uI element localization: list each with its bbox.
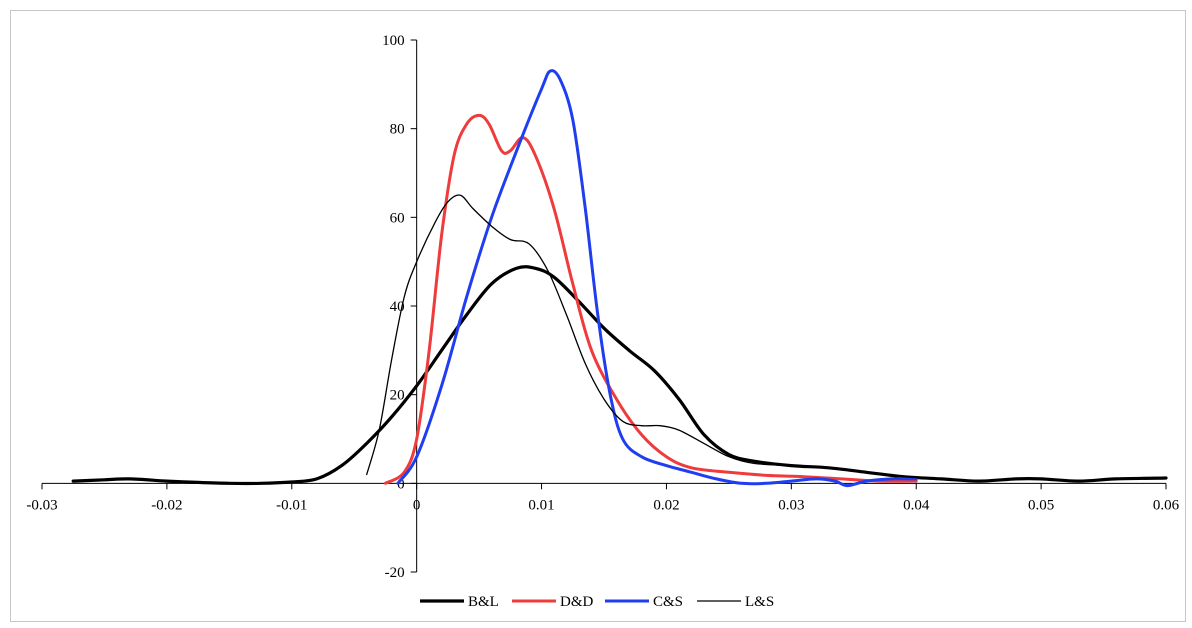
series-line-cs (396, 69, 918, 488)
legend-label-bl: B&L (468, 594, 499, 610)
series-line-bl (71, 265, 1168, 486)
x-tick-label: 0.04 (903, 497, 930, 513)
x-tick-label: 0.03 (778, 497, 804, 513)
x-tick-label: -0.03 (26, 497, 57, 513)
y-tick-label: 0 (397, 476, 405, 492)
y-tick-label: -20 (385, 565, 405, 581)
legend-label-dd: D&D (560, 594, 594, 610)
y-tick-label: 100 (382, 33, 405, 49)
legend-label-cs: C&S (653, 594, 683, 610)
x-tick-label: 0.06 (1153, 497, 1180, 513)
y-tick-label: 60 (390, 210, 405, 226)
x-tick-label: 0.05 (1028, 497, 1054, 513)
y-tick-label: 80 (390, 122, 405, 138)
x-tick-label: -0.01 (276, 497, 307, 513)
series-line-dd (383, 113, 918, 485)
x-tick-label: 0 (413, 497, 421, 513)
y-tick-label: 20 (390, 388, 405, 404)
x-tick-label: -0.02 (151, 497, 182, 513)
series-line-ls (366, 194, 942, 480)
x-tick-label: 0.01 (528, 497, 554, 513)
legend-label-ls: L&S (745, 594, 774, 610)
x-tick-label: 0.02 (653, 497, 679, 513)
